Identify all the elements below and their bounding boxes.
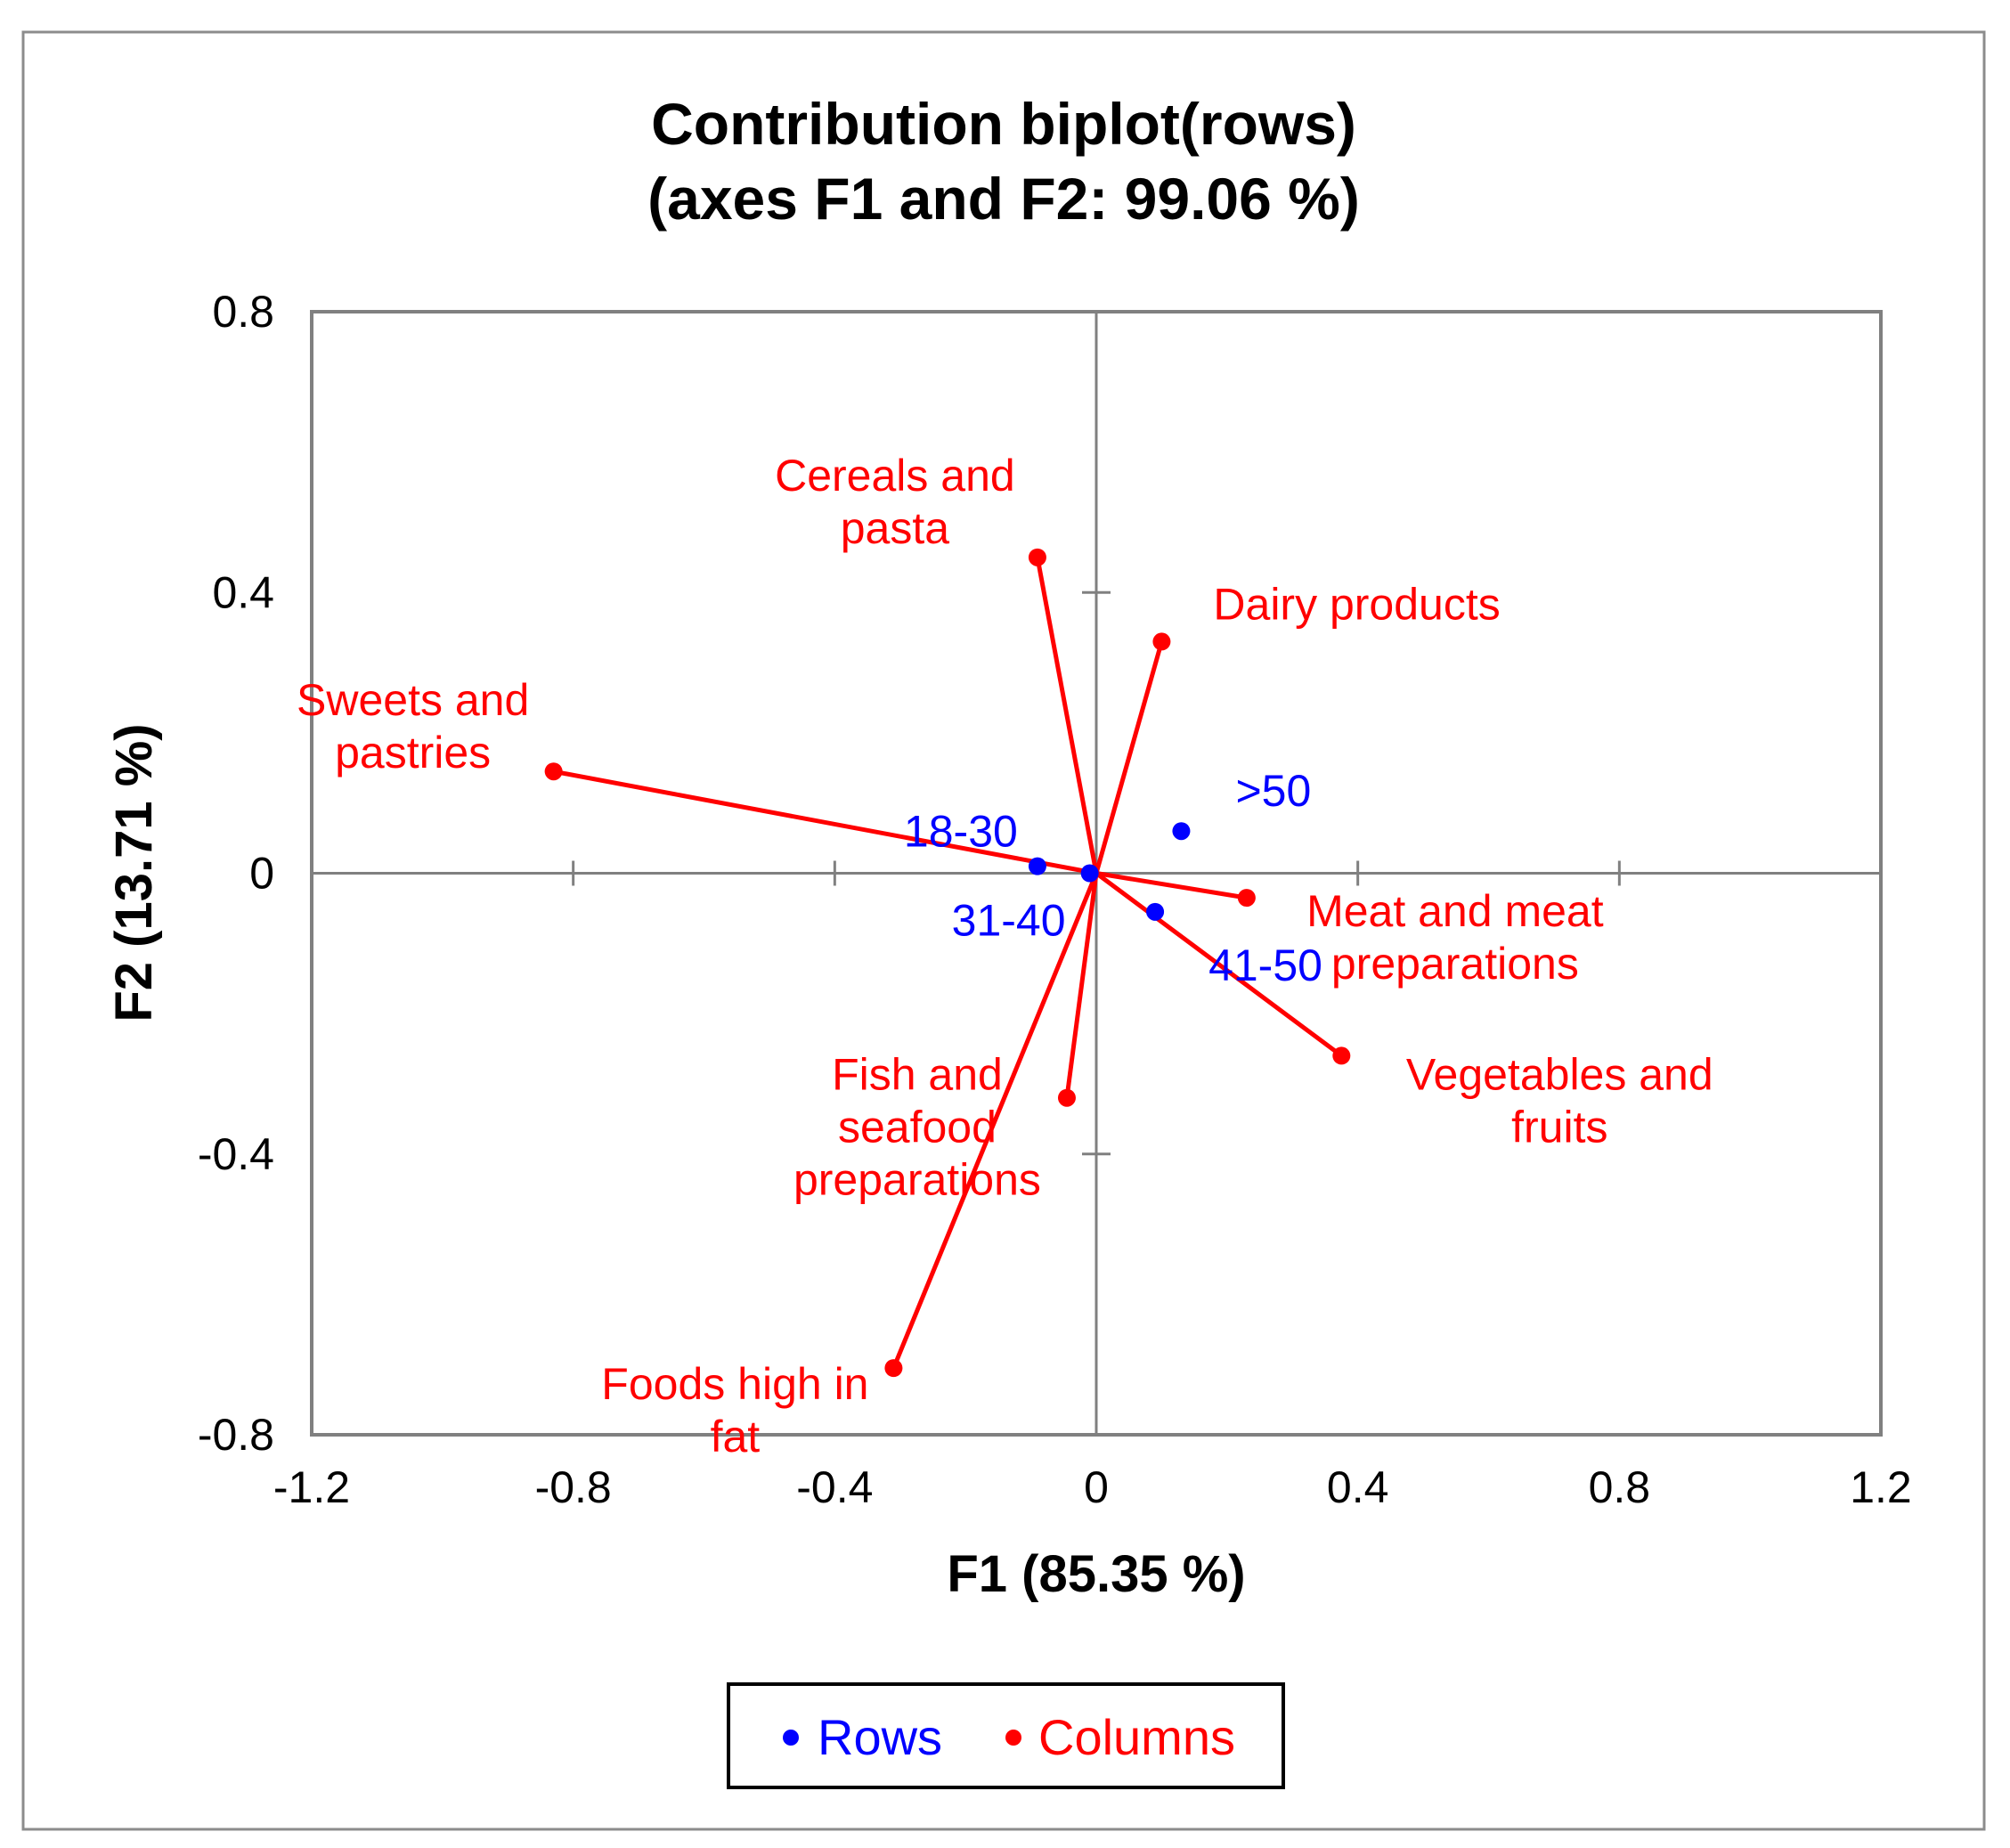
column-point bbox=[544, 762, 563, 781]
y-tick-label: 0.8 bbox=[212, 287, 274, 337]
column-point bbox=[1057, 1088, 1076, 1107]
chart-subtitle: (axes F1 and F2: 99.06 %) bbox=[647, 166, 1360, 232]
row-point bbox=[1146, 902, 1165, 921]
column-point bbox=[1237, 889, 1256, 908]
x-tick-label: -0.8 bbox=[535, 1462, 612, 1512]
column-point-label: Dairy products bbox=[1213, 579, 1500, 629]
x-tick-label: 1.2 bbox=[1850, 1462, 1912, 1512]
row-point-label: 41-50 bbox=[1208, 940, 1322, 990]
column-point-label: Meat and meat preparations bbox=[1306, 886, 1604, 989]
column-vector-line bbox=[1095, 871, 1343, 1058]
column-point bbox=[1332, 1046, 1351, 1065]
legend-columns-label: Columns bbox=[1038, 1709, 1235, 1765]
x-axis-title: F1 (85.35 %) bbox=[947, 1545, 1245, 1603]
legend-rows-marker bbox=[783, 1730, 799, 1746]
row-point bbox=[1028, 857, 1046, 875]
column-point-label: Cereals and pasta bbox=[775, 451, 1015, 553]
y-axis-title: F2 (13.71 %) bbox=[105, 723, 163, 1022]
chart-title: Contribution biplot(rows) bbox=[651, 91, 1356, 157]
x-tick-label: 0 bbox=[1084, 1462, 1109, 1512]
y-tick-label: 0 bbox=[249, 849, 274, 899]
row-point bbox=[1080, 864, 1099, 883]
y-tick-label: -0.8 bbox=[198, 1410, 274, 1460]
column-vector-line bbox=[1035, 557, 1099, 874]
column-point bbox=[1152, 632, 1171, 651]
x-tick-label: 0.8 bbox=[1589, 1462, 1651, 1512]
x-tick-label: -1.2 bbox=[273, 1462, 350, 1512]
column-vector-line bbox=[1094, 640, 1164, 875]
legend: Rows Columns bbox=[727, 1682, 1285, 1789]
row-point bbox=[1172, 822, 1191, 841]
column-vector-line bbox=[1095, 871, 1248, 900]
column-point-label: Foods high in fat bbox=[601, 1359, 868, 1461]
row-point-label: 31-40 bbox=[952, 896, 1066, 946]
column-point-label: Sweets and pastries bbox=[297, 675, 529, 777]
x-tick-label: 0.4 bbox=[1327, 1462, 1389, 1512]
x-tick-label: -0.4 bbox=[796, 1462, 873, 1512]
column-vector-line bbox=[1064, 873, 1099, 1099]
legend-rows-label: Rows bbox=[818, 1709, 942, 1765]
column-point bbox=[1028, 548, 1046, 566]
column-point-label: Vegetables and fruits bbox=[1406, 1049, 1713, 1152]
y-tick-label: 0.4 bbox=[212, 567, 274, 617]
legend-columns-marker bbox=[1005, 1730, 1021, 1746]
row-point-label: >50 bbox=[1235, 766, 1311, 816]
column-vector-line bbox=[891, 872, 1099, 1370]
column-point bbox=[884, 1359, 903, 1378]
row-point-label: 18-30 bbox=[904, 807, 1018, 857]
y-tick-label: -0.4 bbox=[198, 1129, 274, 1179]
column-point-label: Fish and seafood preparations bbox=[793, 1050, 1041, 1205]
column-vector-line bbox=[553, 769, 1097, 875]
